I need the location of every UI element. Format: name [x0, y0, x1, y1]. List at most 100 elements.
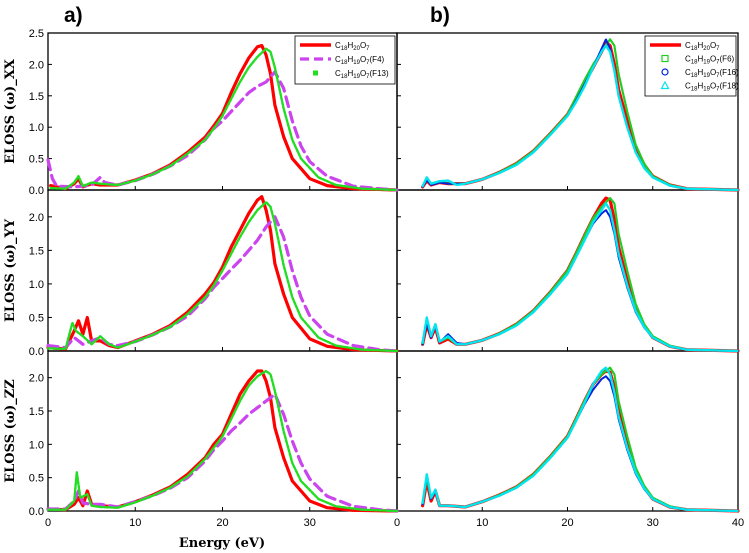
legend-b-text-part: O: [710, 55, 716, 64]
y-tick-label: 0.5: [29, 312, 44, 324]
legend-b-text-part: 7: [716, 60, 720, 66]
legend-b-text-part: H: [697, 68, 703, 77]
legend-b-text-part: H: [697, 41, 703, 50]
legend-a-text-part: O: [360, 41, 366, 50]
y-tick-label: 0.5: [29, 154, 44, 166]
legend-b-text-part: (F16): [720, 68, 739, 77]
series-F16-r2-c1: [421, 375, 739, 512]
series-F4-r1-c0: [46, 215, 399, 353]
legend-b-text-part: 18: [691, 73, 698, 79]
legend-a-text-part: 18: [341, 46, 348, 52]
legend-b-entry-F18: C18H19O7(F18): [685, 82, 739, 93]
legend-a-entry-F13: C18H19O7(F13): [335, 69, 389, 80]
legend-b-text-part: C: [685, 68, 691, 77]
y-tick-label: 0.0: [29, 346, 44, 358]
x-tick-label: 10: [129, 517, 141, 529]
legend-a-symbol-F13: [313, 70, 318, 76]
y-tick-label: 1.0: [29, 122, 44, 134]
legend-b-text-part: 7: [716, 46, 720, 52]
legend-a-text-part: 7: [366, 46, 370, 52]
y-tick-label: 1.5: [29, 91, 44, 103]
legend-b-text-part: 7: [716, 73, 720, 79]
legend-a-text-part: H: [347, 41, 353, 50]
series-F4-r2-c0: [46, 392, 399, 513]
panel-label-b: b): [430, 4, 450, 27]
legend-b-text-part: (F6): [720, 55, 735, 64]
y-axis-label-1: ELOSS (ω)_YY: [3, 218, 18, 322]
legend-b-symbol-F18: [660, 80, 670, 90]
series-F18-r0-c1: [421, 44, 740, 192]
x-axis-label: Energy (eV): [179, 536, 265, 551]
y-axis-label-0: ELOSS (ω)_XX: [3, 58, 18, 164]
legend-b-text-part: 19: [703, 87, 710, 93]
legend-b-text-part: C: [685, 55, 691, 64]
legend-a-text-part: 20: [353, 46, 360, 52]
legend-b-text-part: O: [710, 68, 716, 77]
legend-b-text-part: 19: [703, 73, 710, 79]
legend-b-text-part: H: [697, 55, 703, 64]
y-tick-label: 2.5: [29, 28, 44, 40]
y-tick-label: 0.0: [29, 506, 44, 518]
legend-a-text-part: (F4): [370, 55, 385, 64]
legend-a-text-part: C: [335, 69, 341, 78]
legend-a-text-part: (F13): [370, 69, 389, 78]
y-tick-label: 1.0: [29, 279, 44, 291]
x-tick-label: 40: [732, 517, 744, 529]
legend-b-text-part: 7: [716, 87, 720, 93]
series-F4-r0-c0: [46, 70, 399, 192]
series-base-r1-c0: [46, 195, 399, 353]
y-tick-label: 2.0: [29, 373, 44, 385]
y-tick-label: 0.5: [29, 473, 44, 485]
legend-a-text-part: H: [347, 69, 353, 78]
legend-b-text-part: C: [685, 82, 691, 91]
legend-a-text-part: C: [335, 55, 341, 64]
series-F18-r1-c1: [421, 202, 740, 353]
legend-b-entry-F16: C18H19O7(F16): [685, 68, 739, 79]
legend-a-text-part: H: [347, 55, 353, 64]
legend-b-entry-base: C18H20O7: [685, 41, 720, 52]
legend-b-text-part: 18: [691, 46, 698, 52]
x-tick-label: 0: [45, 517, 51, 529]
y-tick-label: 1.0: [29, 439, 44, 451]
legend-a-text-part: 19: [353, 60, 360, 66]
x-tick-label: 20: [561, 517, 573, 529]
legend-a-text-part: C: [335, 41, 341, 50]
plot-area: 0.0 0.5 1.0 1.5 2.0 2.5 ELOSS (ω)_XX 0.0 0.5 1.0 1…: [3, 28, 744, 529]
legend-a-entry-base: C18H20O7: [335, 41, 370, 52]
x-tick-label: 30: [647, 517, 659, 529]
y-axis-label-2: ELOSS (ω)_ZZ: [3, 379, 18, 483]
legend-b-text-part: 20: [703, 46, 710, 52]
legend-b-entry-F6: C18H19O7(F6): [685, 55, 735, 66]
legend-b-text-part: 18: [691, 87, 698, 93]
x-tick-label: 10: [476, 517, 488, 529]
y-tick-label: 1.5: [29, 245, 44, 257]
series-F13-r1-c0: [46, 200, 399, 353]
series-base-r2-c1: [421, 369, 740, 513]
legend-b-text-part: O: [710, 82, 716, 91]
panel-label-a: a): [64, 4, 83, 27]
legend-b-text-part: 18: [691, 60, 698, 66]
legend-a-text-part: O: [360, 55, 366, 64]
series-F18-r2-c1: [421, 366, 740, 513]
x-tick-label: 20: [216, 517, 228, 529]
legend-b-text-part: 19: [703, 60, 710, 66]
x-tick-label: 0: [394, 517, 400, 529]
legend-a-entry-F4: C18H19O7(F4): [335, 55, 385, 66]
series-F6-r2-c1: [421, 366, 740, 513]
y-tick-label: 2.0: [29, 212, 44, 224]
legend-b-symbol-F16: [661, 68, 669, 76]
series-F13-r2-c0: [46, 369, 399, 513]
legend-a-text-part: 18: [341, 74, 348, 80]
series-F16-r1-c1: [421, 209, 739, 352]
legend-b-symbol-F6: [661, 54, 669, 63]
legend-b-text-part: (F18): [720, 82, 739, 91]
series-F6-r1-c1: [421, 197, 740, 353]
x-tick-label: 30: [304, 517, 316, 529]
frame-r2-c1: [396, 350, 739, 512]
series-base-r1-c1: [421, 196, 740, 353]
legend-a-text-part: 18: [341, 60, 348, 66]
y-tick-label: 2.0: [29, 59, 44, 71]
legend-a-text-part: 7: [366, 60, 370, 66]
legend-b-text-part: C: [685, 41, 691, 50]
